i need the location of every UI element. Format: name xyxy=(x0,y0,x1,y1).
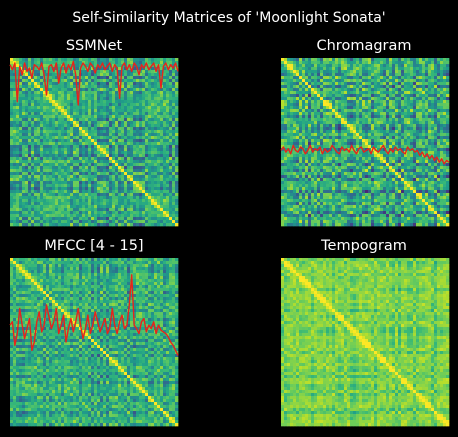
panel-mfcc: MFCC [4 - 15] xyxy=(9,238,179,427)
panel-tempogram: Tempogram xyxy=(281,238,450,427)
panel-title: SSMNet xyxy=(66,38,123,54)
heatmap-image xyxy=(281,258,450,427)
panel-chromagram: Chromagram xyxy=(280,38,450,227)
panel-ssmnet: SSMNet xyxy=(9,38,179,227)
heatmap-image xyxy=(281,58,450,227)
panel-title: MFCC [4 - 15] xyxy=(44,238,143,254)
heatmap-image xyxy=(10,258,179,427)
panel-title: Chromagram xyxy=(316,38,411,54)
figure-title: Self-Similarity Matrices of 'Moonlight S… xyxy=(72,10,385,26)
heatmap-image xyxy=(10,58,179,227)
panel-title: Tempogram xyxy=(320,238,407,254)
overlay-line xyxy=(280,144,450,165)
overlay-line xyxy=(9,274,179,356)
overlay-line xyxy=(9,60,179,106)
